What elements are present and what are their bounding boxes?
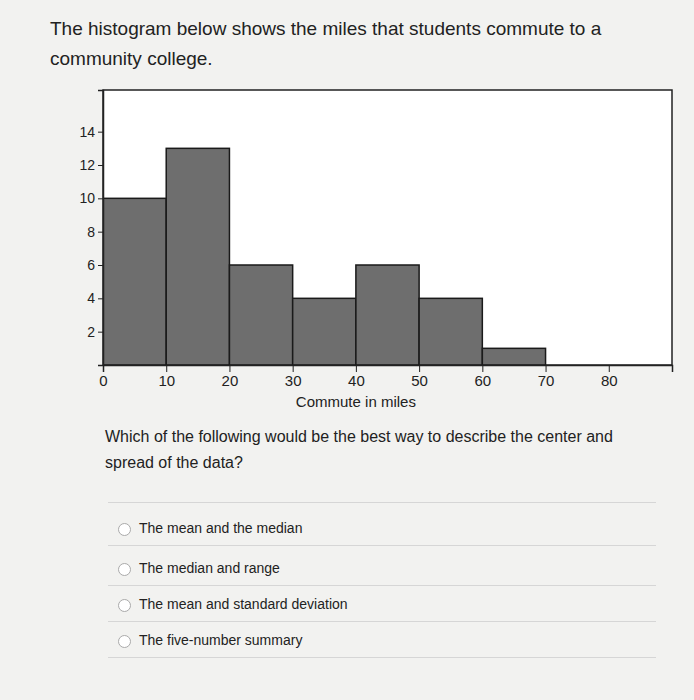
bar [419, 298, 482, 365]
x-tick: 70 [538, 365, 555, 389]
plot-frame [103, 90, 672, 365]
y-tick-label: 12 [79, 157, 95, 173]
x-tick: 50 [411, 365, 428, 389]
option[interactable]: The five-number summary [118, 632, 302, 648]
question: Which of the following would be the best… [105, 424, 635, 476]
option[interactable]: The median and range [118, 560, 280, 576]
y-tick-label: 10 [79, 190, 95, 206]
radio-button[interactable] [118, 523, 131, 536]
x-tick: 40 [348, 365, 365, 389]
x-tick: 30 [285, 365, 302, 389]
radio-button[interactable] [118, 599, 131, 612]
separator [108, 621, 656, 622]
x-tick-label: 70 [538, 372, 555, 389]
separator [108, 545, 656, 546]
y-tick-line [98, 232, 103, 233]
y-tick-line [98, 332, 103, 333]
y-tick: 12 [79, 157, 103, 173]
y-tick-label: 2 [87, 324, 95, 340]
y-tick-label: 4 [87, 290, 95, 306]
x-axis-line [104, 366, 673, 373]
x-tick: 60 [474, 365, 491, 389]
bar [166, 148, 229, 365]
bars [103, 148, 546, 365]
option[interactable]: The mean and standard deviation [118, 596, 348, 612]
x-tick-label: 30 [285, 372, 302, 389]
x-tick-label: 40 [348, 372, 365, 389]
option[interactable]: The mean and the median [118, 520, 302, 536]
y-axis: 2 4 6 8 10 12 14 [79, 91, 103, 366]
bar [482, 348, 545, 365]
title: The histogram below shows the miles that… [50, 14, 660, 74]
separator [108, 585, 656, 586]
bar [293, 298, 356, 365]
y-axis-line [98, 91, 104, 366]
x-tick: 80 [601, 365, 618, 389]
y-tick: 4 [87, 290, 103, 306]
bar [103, 198, 166, 365]
radio-button[interactable] [118, 635, 131, 648]
option-label[interactable]: The five-number summary [139, 632, 302, 648]
separator [108, 657, 656, 658]
y-tick: 2 [87, 324, 103, 340]
x-tick: 10 [158, 365, 175, 389]
chart: 0 10 20 30 40 50 60 70 80 2 4 6 8 10 12 14 Commute in mi… [0, 80, 694, 425]
option-label[interactable]: The mean and standard deviation [139, 596, 348, 612]
y-tick-line [98, 165, 103, 166]
x-tick-label: 50 [411, 372, 428, 389]
bar [229, 265, 292, 365]
y-tick-label: 8 [87, 224, 95, 240]
y-tick: 10 [79, 190, 103, 206]
x-tick-label: 20 [222, 372, 239, 389]
radio-button[interactable] [118, 563, 131, 576]
y-tick-line [98, 298, 103, 299]
y-tick: 14 [79, 124, 103, 140]
option-label[interactable]: The mean and the median [139, 520, 302, 536]
y-tick-line [98, 132, 103, 133]
x-tick: 0 [99, 365, 107, 389]
x-tick-label: 0 [99, 372, 107, 389]
y-tick-label: 6 [87, 257, 95, 273]
y-tick-label: 14 [79, 124, 95, 140]
x-axis-title: Commute in miles [296, 393, 416, 410]
x-tick-label: 10 [158, 372, 175, 389]
y-tick: 8 [87, 224, 103, 240]
y-tick-line [98, 198, 103, 199]
bar [356, 265, 419, 365]
separator [108, 502, 656, 503]
x-tick: 20 [222, 365, 239, 389]
y-tick: 6 [87, 257, 103, 273]
x-tick-label: 80 [601, 372, 618, 389]
x-tick-label: 60 [474, 372, 491, 389]
y-tick-line [98, 265, 103, 266]
x-axis: 0 10 20 30 40 50 60 70 80 [99, 365, 672, 389]
option-label[interactable]: The median and range [139, 560, 280, 576]
